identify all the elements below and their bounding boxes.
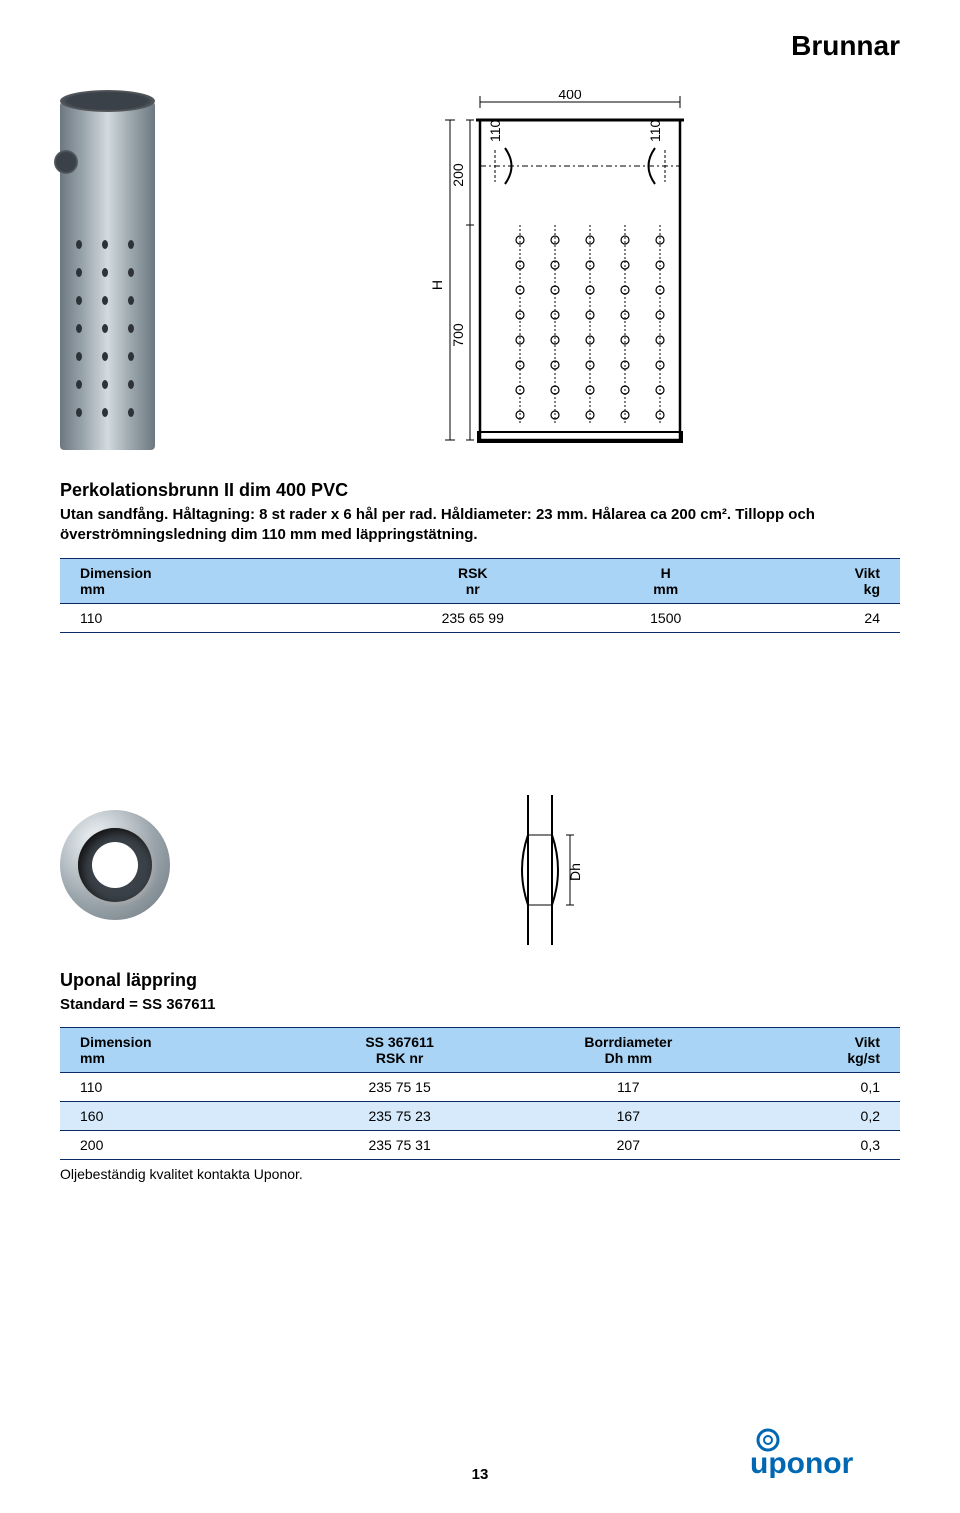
- section-lappring: Uponal läppring Standard = SS 367611 Dim…: [60, 970, 900, 1182]
- uponor-logo: uponor: [750, 1428, 900, 1483]
- section2-heading: Uponal läppring: [60, 970, 900, 991]
- dim-200: 200: [450, 163, 466, 187]
- table-row: 110 235 65 99 1500 24: [60, 603, 900, 632]
- dim-700: 700: [450, 323, 466, 347]
- section1-desc: Utan sandfång. Håltagning: 8 st rader x …: [60, 505, 900, 546]
- section1-heading: Perkolationsbrunn II dim 400 PVC: [60, 480, 900, 501]
- table-perkolation: Dimensionmm RSKnr Hmm Viktkg 110 235 65 …: [60, 558, 900, 633]
- page-number: 13: [472, 1466, 489, 1483]
- perkolation-3d-render: [60, 90, 155, 450]
- svg-text:uponor: uponor: [750, 1447, 854, 1478]
- perkolation-technical-drawing: 400 110 110 H 200: [400, 90, 720, 450]
- dim-H: H: [429, 280, 445, 290]
- t2-col1: SS 367611RSK nr: [297, 1028, 503, 1073]
- diagram-row-2: Dh: [60, 770, 900, 950]
- table-row: 110 235 75 15 117 0,1: [60, 1073, 900, 1102]
- lappring-technical-drawing: Dh: [480, 790, 600, 950]
- page-title: Brunnar: [791, 30, 900, 62]
- t1-col3: Viktkg: [740, 558, 900, 603]
- t2-col0: Dimensionmm: [60, 1028, 297, 1073]
- table-lappring: Dimensionmm SS 367611RSK nr Borrdiameter…: [60, 1027, 900, 1160]
- section2-subheading: Standard = SS 367611: [60, 995, 900, 1015]
- t2-col2: BorrdiameterDh mm: [503, 1028, 754, 1073]
- dim-dh: Dh: [567, 863, 583, 881]
- section-perkolation: Perkolationsbrunn II dim 400 PVC Utan sa…: [60, 480, 900, 633]
- table-row: 200 235 75 31 207 0,3: [60, 1131, 900, 1160]
- t1-col2: Hmm: [592, 558, 740, 603]
- dim-400: 400: [558, 90, 582, 102]
- section2-footnote: Oljebeständig kvalitet kontakta Uponor.: [60, 1166, 900, 1182]
- dim-110-right: 110: [647, 119, 663, 142]
- t2-col3: Viktkg/st: [754, 1028, 900, 1073]
- diagram-row-1: 400 110 110 H 200: [60, 90, 900, 460]
- lappring-3d-render: [60, 810, 170, 920]
- table-row: 160 235 75 23 167 0,2: [60, 1102, 900, 1131]
- t1-col1: RSKnr: [354, 558, 592, 603]
- t1-col0: Dimensionmm: [60, 558, 354, 603]
- dim-110-left: 110: [487, 119, 503, 142]
